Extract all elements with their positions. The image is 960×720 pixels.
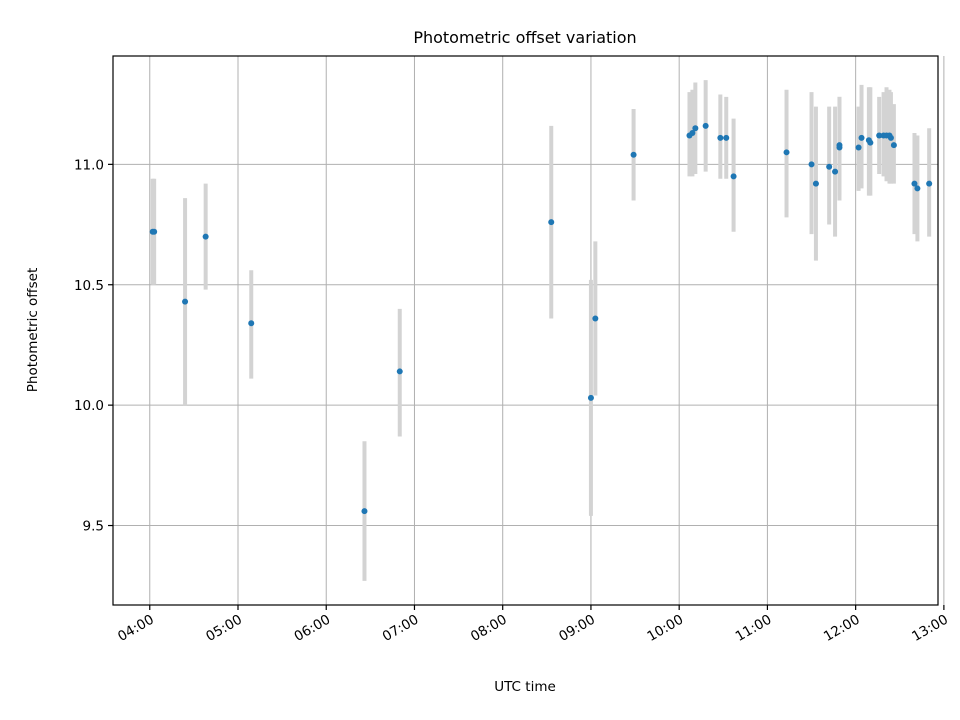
y-axis-ticks: 9.5 10.0 10.5 11.0 — [74, 157, 113, 535]
data-point — [717, 134, 724, 141]
plot-area-frame — [112, 55, 939, 606]
data-point — [887, 134, 894, 141]
data-point — [832, 168, 839, 175]
data-point — [361, 508, 368, 515]
y-tick-label: 10.5 — [74, 278, 104, 294]
data-point — [182, 298, 189, 305]
data-point — [836, 142, 843, 149]
data-points — [149, 122, 933, 515]
data-point — [876, 132, 883, 139]
x-tick-label: 05:00 — [203, 612, 245, 645]
data-point — [926, 180, 933, 187]
x-tick-label: 13:00 — [909, 612, 951, 645]
data-point — [783, 149, 790, 156]
grid-lines — [113, 56, 945, 605]
y-axis-label: Photometric offset — [25, 268, 41, 392]
x-tick-label: 09:00 — [556, 612, 598, 645]
error-bars — [150, 80, 932, 581]
y-tick-label: 10.0 — [74, 398, 104, 414]
data-point — [151, 228, 158, 235]
x-tick-label: 11:00 — [733, 612, 775, 645]
y-tick-label: 9.5 — [83, 519, 104, 535]
data-point — [396, 368, 403, 375]
data-point — [548, 219, 555, 226]
data-point — [723, 134, 730, 141]
data-point — [689, 130, 696, 137]
x-axis-ticks: 04:00 05:00 06:00 07:00 08:00 09:00 10:00 11:00… — [115, 605, 951, 645]
x-tick-label: 06:00 — [292, 612, 334, 645]
data-point — [890, 142, 897, 149]
y-tick-label: 11.0 — [74, 157, 104, 173]
x-tick-label: 07:00 — [380, 612, 422, 645]
data-point — [855, 144, 862, 151]
data-point — [867, 139, 874, 146]
chart-title: Photometric offset variation — [413, 28, 636, 47]
data-point — [692, 125, 699, 132]
x-tick-label: 08:00 — [468, 612, 510, 645]
data-point — [730, 173, 737, 180]
data-point — [808, 161, 815, 168]
data-point — [587, 394, 594, 401]
x-tick-label: 04:00 — [115, 612, 157, 645]
data-point — [630, 151, 637, 158]
x-tick-label: 12:00 — [821, 612, 863, 645]
data-point — [248, 320, 255, 327]
data-point — [914, 185, 921, 192]
data-point — [911, 180, 918, 187]
data-point — [592, 315, 599, 322]
x-axis-label: UTC time — [494, 679, 556, 695]
data-point — [858, 134, 865, 141]
data-point — [202, 233, 209, 240]
data-point — [826, 163, 833, 170]
data-point — [812, 180, 819, 187]
data-point — [702, 122, 709, 129]
x-tick-label: 10:00 — [644, 612, 686, 645]
